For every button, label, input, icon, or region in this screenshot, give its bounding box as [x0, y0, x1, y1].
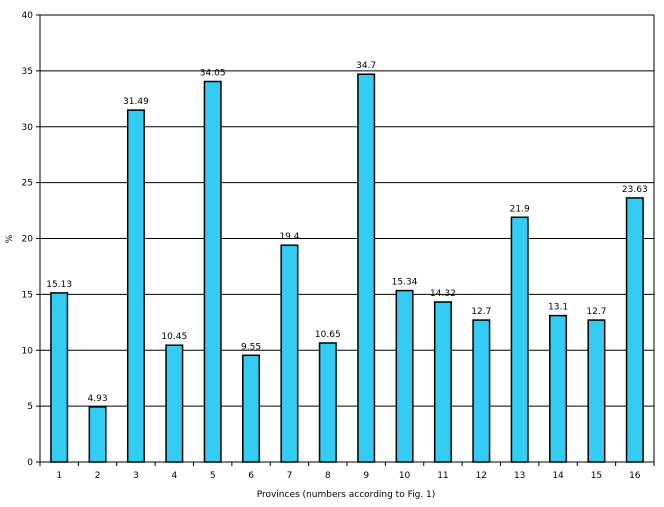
- x-tick-label: 2: [95, 471, 101, 481]
- x-tick-label: 7: [287, 471, 293, 481]
- data-label: 23.63: [622, 185, 648, 195]
- bar: [510, 216, 529, 463]
- x-axis-label: Provinces (numbers according to Fig. 1): [257, 490, 436, 500]
- y-tick-labels: 0 5 10 15 20 25 30 35 40: [22, 11, 34, 468]
- data-label: 14.32: [430, 289, 456, 299]
- y-tick-label: 5: [27, 402, 33, 412]
- data-label: 19.4: [279, 232, 299, 242]
- data-label: 12.7: [586, 307, 606, 317]
- x-tick-label: 5: [210, 471, 216, 481]
- bar: [472, 319, 491, 463]
- y-axis-label: %: [5, 234, 15, 243]
- bar: [357, 73, 376, 463]
- y-tick-label: 0: [27, 458, 33, 468]
- bar: [318, 342, 337, 463]
- bar: [165, 344, 184, 463]
- data-label: 31.49: [123, 97, 149, 107]
- y-tick-label: 20: [22, 235, 34, 245]
- bar: [549, 314, 568, 463]
- data-label: 9.55: [241, 342, 261, 352]
- y-tick-label: 30: [22, 123, 34, 133]
- data-label: 10.45: [161, 332, 187, 342]
- y-tick-label: 35: [22, 67, 33, 77]
- data-label: 34.05: [200, 68, 226, 78]
- y-tick-label: 40: [22, 11, 34, 21]
- data-label: 4.93: [88, 394, 108, 404]
- bar: [587, 319, 606, 463]
- bar: [625, 197, 644, 463]
- data-label: 34.7: [356, 61, 376, 71]
- y-tick-label: 25: [22, 179, 33, 189]
- x-tick-label: 12: [476, 471, 487, 481]
- bar: [280, 244, 299, 463]
- data-labels: 15.13 4.93 31.49 10.45 34.05 9.55 19.4 10.65 34.…: [46, 61, 647, 404]
- x-tick-label: 10: [399, 471, 411, 481]
- data-label: 13.1: [548, 303, 568, 313]
- data-label: 15.13: [46, 280, 72, 290]
- axes: [36, 14, 655, 466]
- bar: [203, 80, 222, 463]
- x-tick-label: 8: [325, 471, 331, 481]
- data-label: 15.34: [392, 278, 418, 288]
- x-tick-labels: 1 2 3 4 5 6 7 8 9 10 11 12 13 14 15 16: [56, 471, 640, 481]
- bar: [395, 289, 414, 463]
- bar: [50, 292, 69, 463]
- x-tick-label: 16: [629, 471, 641, 481]
- data-label: 12.7: [471, 307, 491, 317]
- x-tick-label: 15: [591, 471, 602, 481]
- x-tick-label: 4: [171, 471, 177, 481]
- bar: [126, 109, 145, 463]
- data-label: 21.9: [510, 204, 530, 214]
- bars: [50, 73, 644, 463]
- bar: [433, 301, 452, 463]
- x-tick-label: 1: [56, 471, 62, 481]
- x-tick-label: 11: [437, 471, 448, 481]
- y-tick-label: 10: [22, 346, 34, 356]
- x-tick-label: 14: [552, 471, 564, 481]
- y-tick-label: 15: [22, 290, 33, 300]
- x-tick-label: 6: [248, 471, 254, 481]
- x-tick-label: 9: [363, 471, 369, 481]
- bar: [242, 354, 261, 463]
- bar: [88, 406, 107, 463]
- x-tick-label: 3: [133, 471, 139, 481]
- x-tick-label: 13: [514, 471, 525, 481]
- data-label: 10.65: [315, 330, 341, 340]
